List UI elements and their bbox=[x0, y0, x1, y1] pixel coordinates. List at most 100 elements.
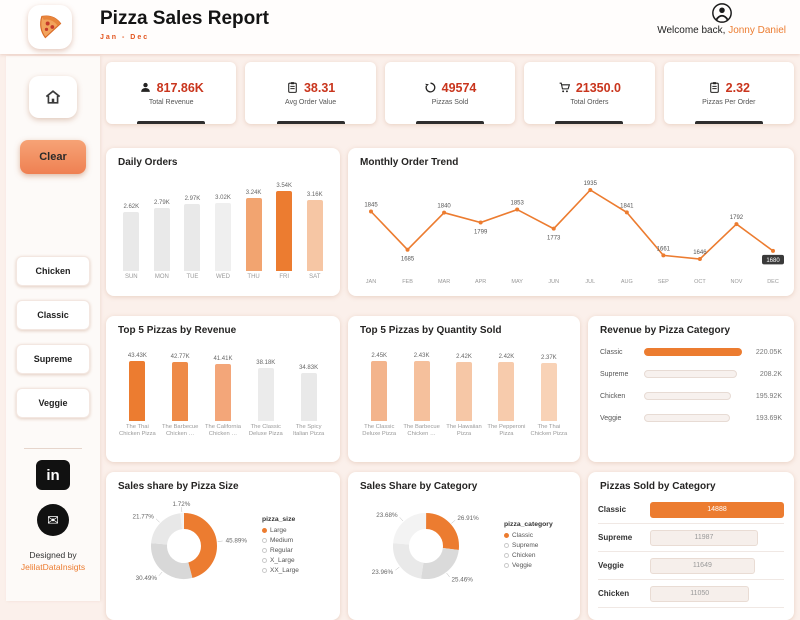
chart-title-daily-orders: Daily Orders bbox=[106, 148, 340, 168]
legend-classic[interactable]: Classic bbox=[504, 532, 574, 539]
top5-quantity-card: Top 5 Pizzas by Quantity Sold 2.45K The … bbox=[348, 316, 580, 462]
top5-revenue-chart[interactable]: 43.43K The Thai Chicken Pizza 42.77K The… bbox=[106, 336, 340, 452]
hbar-supreme[interactable]: Supreme 208.2K bbox=[600, 370, 782, 378]
home-icon bbox=[43, 87, 63, 107]
kpi-underline bbox=[137, 121, 205, 124]
chart-title-share-by-category: Sales Share by Category bbox=[348, 472, 580, 492]
kpi-label: Total Orders bbox=[570, 99, 608, 106]
bar-wed[interactable]: 3.02K WED bbox=[208, 172, 239, 280]
bar-mon[interactable]: 2.79K MON bbox=[147, 172, 178, 280]
legend-large[interactable]: Large bbox=[262, 527, 332, 534]
bar-sat[interactable]: 3.16K SAT bbox=[299, 172, 330, 280]
legend-chicken[interactable]: Chicken bbox=[504, 552, 574, 559]
size-share-donut-chart[interactable]: 45.89%30.49%21.77%1.72% bbox=[110, 492, 262, 601]
welcome-prefix: Welcome back, bbox=[657, 25, 725, 36]
pizzas-sold-by-category-card: Pizzas Sold by Category Classic 14888 Su… bbox=[588, 472, 794, 620]
table-row-supreme[interactable]: Supreme 11987 bbox=[598, 524, 784, 552]
category-share-donut-chart[interactable]: 26.91%25.46%23.96%23.68% bbox=[352, 492, 504, 601]
kpi-underline bbox=[555, 121, 623, 124]
kpi-label: Pizzas Per Order bbox=[702, 99, 755, 106]
welcome-text: Welcome back, Jonny Daniel bbox=[657, 25, 786, 36]
table-row-classic[interactable]: Classic 14888 bbox=[598, 496, 784, 524]
svg-text:25.46%: 25.46% bbox=[451, 576, 473, 583]
hbar-chicken[interactable]: Chicken 195.92K bbox=[600, 392, 782, 400]
svg-text:1840: 1840 bbox=[437, 204, 451, 210]
table-row-veggie[interactable]: Veggie 11649 bbox=[598, 552, 784, 580]
user-account-icon[interactable] bbox=[711, 2, 733, 24]
bar-sun[interactable]: 2.62K SUN bbox=[116, 172, 147, 280]
chart-title-revenue-by-category: Revenue by Pizza Category bbox=[588, 316, 794, 336]
bar-the-classic-deluxe-pizza[interactable]: 2.45K The Classic Deluxe Pizza bbox=[358, 340, 400, 448]
kpi-pizzas-per-order: 2.32 Pizzas Per Order bbox=[664, 62, 794, 124]
legend-xx_large[interactable]: XX_Large bbox=[262, 567, 332, 574]
legend-veggie[interactable]: Veggie bbox=[504, 562, 574, 569]
page-title: Pizza Sales Report bbox=[100, 8, 269, 30]
legend-x_large[interactable]: X_Large bbox=[262, 557, 332, 564]
svg-text:NOV: NOV bbox=[730, 279, 742, 285]
clipboard-icon bbox=[708, 81, 721, 94]
hbar-veggie[interactable]: Veggie 193.69K bbox=[600, 414, 782, 422]
header: Pizza Sales Report Jan - Dec Welcome bac… bbox=[0, 0, 800, 54]
clear-filters-button[interactable]: Clear bbox=[20, 140, 86, 174]
hbar-classic[interactable]: Classic 220.05K bbox=[600, 348, 782, 356]
bar-the-thai-chicken-pizza[interactable]: 2.37K The Thai Chicken Pizza bbox=[528, 340, 570, 448]
top5-quantity-chart[interactable]: 2.45K The Classic Deluxe Pizza 2.43K The… bbox=[348, 336, 580, 452]
legend-supreme[interactable]: Supreme bbox=[504, 542, 574, 549]
svg-text:JAN: JAN bbox=[366, 279, 376, 285]
daily-orders-chart[interactable]: 2.62K SUN 2.79K MON 2.97K TUE 3.02K WED … bbox=[106, 168, 340, 286]
bar-the-california-chicken-…[interactable]: 41.41K The California Chicken … bbox=[202, 340, 245, 448]
svg-text:SEP: SEP bbox=[658, 279, 669, 285]
svg-text:26.91%: 26.91% bbox=[457, 515, 479, 522]
chart-title-share-by-size: Sales share by Pizza Size bbox=[106, 472, 340, 492]
bar-the-hawaiian-pizza[interactable]: 2.42K The Hawaiian Pizza bbox=[443, 340, 485, 448]
bar-tue[interactable]: 2.97K TUE bbox=[177, 172, 208, 280]
kpi-total-revenue: 817.86K Total Revenue bbox=[106, 62, 236, 124]
kpi-label: Pizzas Sold bbox=[432, 99, 469, 106]
kpi-value: 49574 bbox=[442, 81, 477, 95]
designer-name: JelilatDataInsigts bbox=[6, 562, 100, 574]
sidebar-filter-supreme[interactable]: Supreme bbox=[16, 344, 90, 374]
refresh-icon bbox=[424, 81, 437, 94]
bar-the-barbecue-chicken-…[interactable]: 42.77K The Barbecue Chicken … bbox=[159, 340, 202, 448]
mail-icon[interactable]: ✉ bbox=[37, 504, 69, 536]
sidebar-filter-veggie[interactable]: Veggie bbox=[16, 388, 90, 418]
bar-the-pepperoni-pizza[interactable]: 2.42K The Pepperoni Pizza bbox=[485, 340, 527, 448]
bar-the-thai-chicken-pizza[interactable]: 43.43K The Thai Chicken Pizza bbox=[116, 340, 159, 448]
svg-text:FEB: FEB bbox=[402, 279, 413, 285]
welcome-area: Welcome back, Jonny Daniel bbox=[657, 2, 786, 36]
bar-fri[interactable]: 3.54K FRI bbox=[269, 172, 300, 280]
legend-regular[interactable]: Regular bbox=[262, 547, 332, 554]
sidebar-filter-classic[interactable]: Classic bbox=[16, 300, 90, 330]
home-button[interactable] bbox=[29, 76, 77, 118]
svg-text:APR: APR bbox=[475, 279, 486, 285]
bar-the-barbecue-chicken-…[interactable]: 2.43K The Barbecue Chicken … bbox=[400, 340, 442, 448]
linkedin-icon[interactable]: in bbox=[36, 460, 70, 490]
legend-medium[interactable]: Medium bbox=[262, 537, 332, 544]
svg-text:1792: 1792 bbox=[730, 215, 744, 221]
designed-by-label: Designed by bbox=[6, 550, 100, 562]
clipboard-icon bbox=[286, 81, 299, 94]
svg-text:1853: 1853 bbox=[511, 201, 525, 207]
category-share-legend: pizza_category Classic Supreme Chicken V… bbox=[504, 521, 574, 572]
svg-text:30.49%: 30.49% bbox=[136, 575, 158, 582]
kpi-underline bbox=[416, 121, 484, 124]
bar-the-spicy-italian-pizza[interactable]: 34.83K The Spicy Italian Pizza bbox=[287, 340, 330, 448]
sidebar-filter-chicken[interactable]: Chicken bbox=[16, 256, 90, 286]
legend-title: pizza_category bbox=[504, 521, 574, 528]
table-row-chicken[interactable]: Chicken 11050 bbox=[598, 580, 784, 608]
svg-text:23.96%: 23.96% bbox=[372, 569, 394, 576]
svg-text:1680: 1680 bbox=[766, 258, 780, 264]
svg-text:1841: 1841 bbox=[620, 203, 634, 209]
pizzas-sold-by-category-table[interactable]: Classic 14888 Supreme 11987 Veggie 11649… bbox=[588, 492, 794, 608]
kpi-underline bbox=[695, 121, 763, 124]
revenue-by-category-chart[interactable]: Classic 220.05K Supreme 208.2K Chicken 1… bbox=[588, 336, 794, 422]
bar-thu[interactable]: 3.24K THU bbox=[238, 172, 269, 280]
kpi-value: 2.32 bbox=[726, 81, 750, 95]
chart-title-monthly-trend: Monthly Order Trend bbox=[348, 148, 794, 168]
sales-share-by-size-card: Sales share by Pizza Size 45.89%30.49%21… bbox=[106, 472, 340, 620]
bar-the-classic-deluxe-pizza[interactable]: 38.18K The Classic Deluxe Pizza bbox=[244, 340, 287, 448]
sidebar: Clear Chicken Classic Supreme Veggie in ✉ D… bbox=[6, 56, 100, 601]
top5-revenue-card: Top 5 Pizzas by Revenue 43.43K The Thai … bbox=[106, 316, 340, 462]
